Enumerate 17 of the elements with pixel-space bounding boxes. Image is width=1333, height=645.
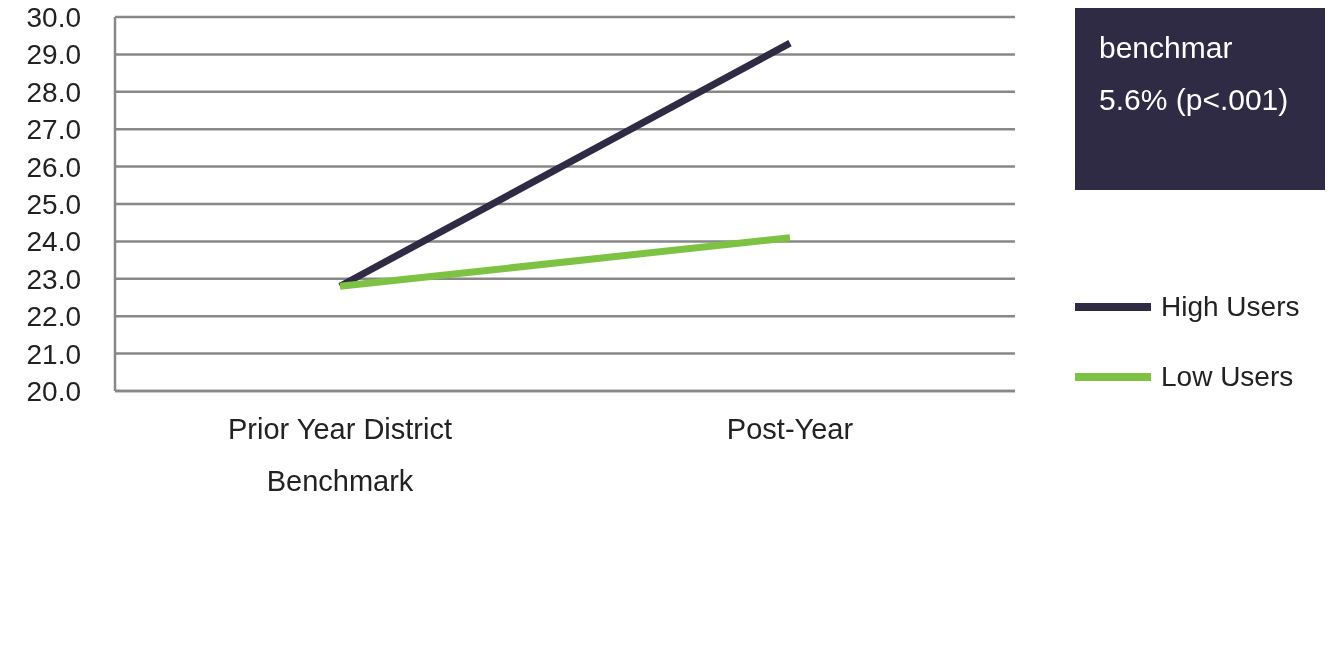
y-tick-label: 30.0 [26,1,81,33]
y-tick-label: 27.0 [26,114,81,146]
text: benchmar [1099,30,1234,66]
y-tick-label: 23.0 [26,263,81,295]
y-tick-label: 25.0 [26,188,81,220]
y-tick-label: 29.0 [26,39,81,71]
text: 5.6% (p<.001) [1099,82,1290,118]
legend-label: Low Users [1160,360,1295,394]
y-tick-label: 26.0 [26,151,81,183]
x-tick-label: Prior Year District Benchmark [227,413,453,497]
y-tick-label: 21.0 [26,338,81,370]
y-tick-label: 20.0 [26,375,81,407]
y-tick-label: 22.0 [26,301,81,333]
x-tick-label: Post-Year [726,413,854,445]
legend-label: High Users [1160,290,1300,324]
y-tick-label: 24.0 [26,226,81,258]
y-tick-label: 28.0 [26,76,81,108]
